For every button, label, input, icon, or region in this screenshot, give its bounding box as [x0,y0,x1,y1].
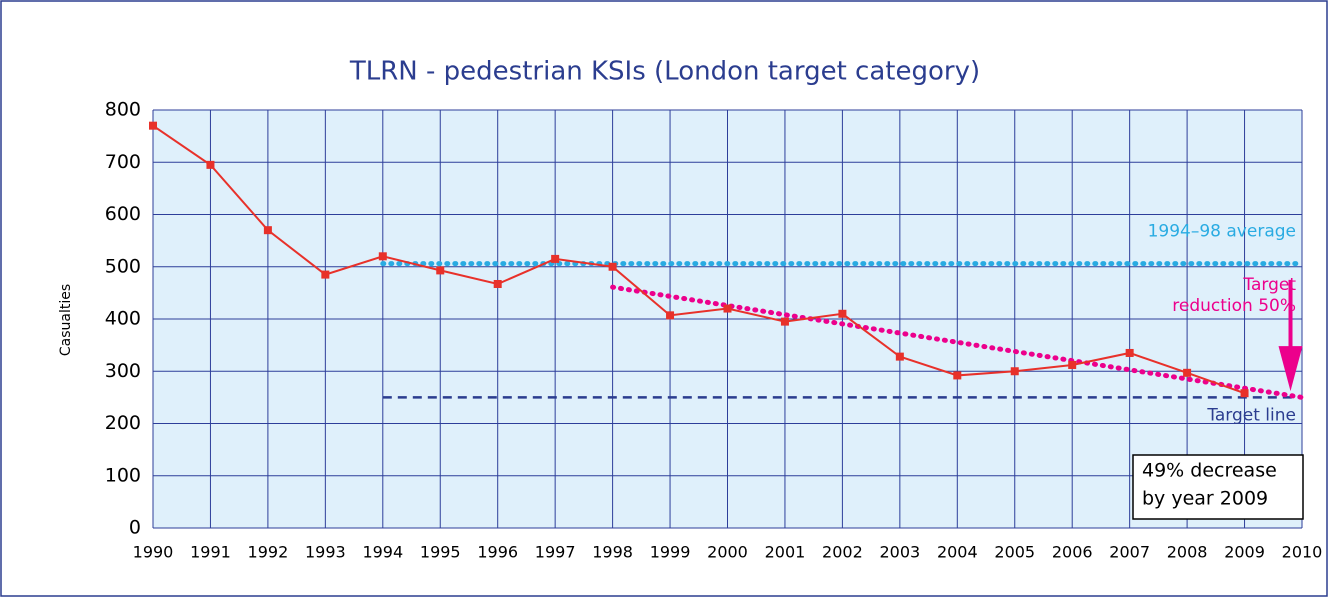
x-tick-label: 2008 [1167,543,1208,562]
y-tick-label: 300 [105,360,141,382]
x-tick-label: 1998 [592,543,633,562]
x-tick-label: 1993 [305,543,346,562]
y-tick-label: 600 [105,203,141,225]
x-tick-label: 2005 [994,543,1035,562]
x-tick-label: 2001 [765,543,806,562]
arrow-head [1278,346,1303,392]
note-text: 49% decrease [1142,460,1277,482]
x-tick-label: 2002 [822,543,863,562]
x-tick-label: 2006 [1052,543,1093,562]
y-tick-label: 100 [105,464,141,486]
y-tick-label: 700 [105,151,141,173]
x-tick-label: 2000 [707,543,748,562]
marker [780,317,789,326]
marker [321,270,330,279]
y-tick-label: 800 [105,99,141,121]
y-tick-label: 400 [105,308,141,330]
note-box [1132,454,1304,520]
chart-title: TLRN - pedestrian KSIs (London target ca… [349,57,980,87]
marker [895,352,904,361]
x-tick-label: 2010 [1282,543,1323,562]
x-tick-label: 1997 [535,543,576,562]
x-tick-label: 2007 [1109,543,1150,562]
marker [953,371,962,380]
x-tick-label: 2003 [879,543,920,562]
marker [206,160,215,169]
x-tick-label: 1996 [477,543,518,562]
reference-line [610,284,1305,400]
marker [378,252,387,261]
x-tick-label: 2004 [937,543,978,562]
annotation: Target line [1206,405,1296,425]
marker [838,309,847,318]
x-tick-label: 2009 [1224,543,1265,562]
marker [493,279,502,288]
x-tick-label: 1999 [650,543,691,562]
annotation: reduction 50% [1172,296,1296,316]
x-tick-label: 1990 [133,543,174,562]
marker [723,304,732,313]
x-tick-label: 1992 [248,543,289,562]
marker [1125,348,1134,357]
marker [1183,368,1192,377]
y-tick-label: 0 [129,517,141,539]
y-axis-label: Casualties [58,284,74,356]
marker [608,262,617,271]
annotation: Target [1242,275,1296,295]
x-tick-label: 1995 [420,543,461,562]
note-text: by year 2009 [1142,488,1268,510]
x-tick-label: 1994 [362,543,403,562]
marker [551,254,560,263]
marker [1010,367,1019,376]
marker [1240,389,1249,398]
series-line [152,124,1245,395]
marker [149,121,157,130]
x-tick-label: 1991 [190,543,231,562]
marker [263,226,272,235]
y-tick-label: 500 [105,255,141,277]
marker [1068,360,1077,369]
marker [666,311,675,320]
marker [436,266,445,275]
annotation: 1994–98 average [1148,222,1296,242]
y-tick-label: 200 [105,412,141,434]
